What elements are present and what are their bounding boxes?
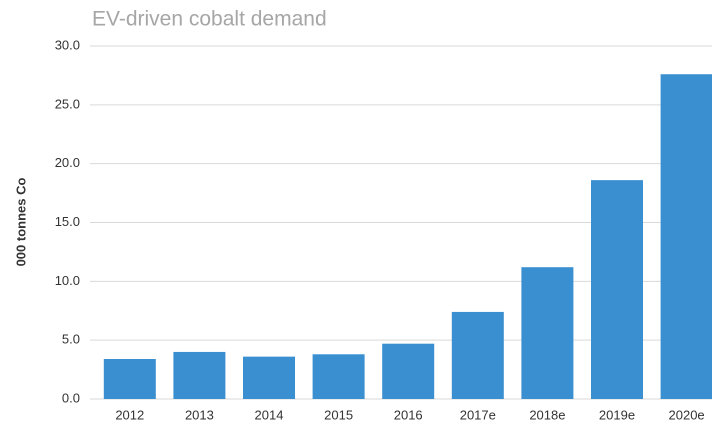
bar xyxy=(591,180,643,399)
bar xyxy=(103,358,156,399)
bar xyxy=(312,354,365,399)
y-tick-label: 25.0 xyxy=(55,96,80,111)
bar xyxy=(451,311,504,399)
y-tick-label: 10.0 xyxy=(55,273,80,288)
x-tick-label: 2017e xyxy=(460,407,496,422)
bar xyxy=(382,343,435,399)
chart-title: EV-driven cobalt demand xyxy=(92,8,327,31)
x-tick-label: 2020e xyxy=(669,407,705,422)
x-tick-label: 2018e xyxy=(529,407,565,422)
x-tick-label: 2014 xyxy=(255,407,284,422)
y-axis-label: 000 tonnes Co xyxy=(13,178,28,267)
x-tick-label: 2012 xyxy=(115,407,144,422)
bar xyxy=(660,74,712,400)
x-tick-label: 2019e xyxy=(599,407,635,422)
x-tick-label: 2016 xyxy=(394,407,423,422)
x-tick-label: 2015 xyxy=(324,407,353,422)
y-tick-label: 20.0 xyxy=(55,155,80,170)
bar xyxy=(521,267,574,399)
bar xyxy=(243,356,295,399)
x-tick-label: 2013 xyxy=(185,407,214,422)
bar xyxy=(173,351,226,399)
y-tick-label: 30.0 xyxy=(55,37,80,52)
y-tick-label: 5.0 xyxy=(62,332,80,347)
y-tick-label: 0.0 xyxy=(62,390,80,405)
y-tick-label: 15.0 xyxy=(55,214,80,229)
